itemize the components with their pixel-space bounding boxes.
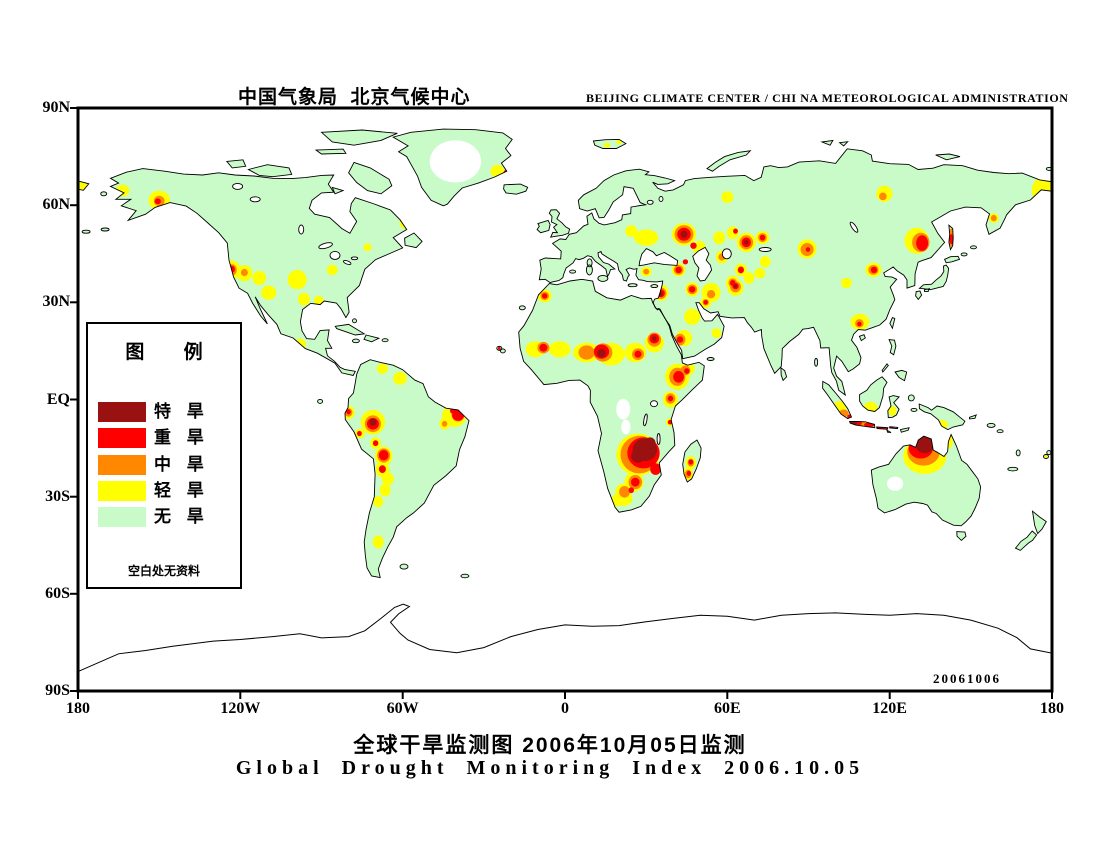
lon-label: 120W [220,700,261,717]
header-right-english: BEIJING CLIMATE CENTER / CHI NA METEOROL… [586,91,1069,105]
lakes [232,182,859,445]
header-left-chinese: 中国气象局 北京气候中心 [238,87,471,108]
lat-label: 30N [42,293,70,311]
figure-title-english: Global Drought Monitoring Index 2006.10.… [235,757,865,779]
legend-swatch [98,480,146,501]
lon-label: 60E [713,700,741,717]
map-date-stamp: 20061006 [933,671,1001,686]
lon-label: 120E [872,700,907,717]
coastlines [77,128,1053,579]
legend-swatch [98,428,146,449]
legend-box: 图 例 特 旱重 旱中 旱轻 旱无 旱 空白处无资料 [86,322,242,589]
legend-label: 轻 旱 [154,480,204,500]
lon-label: 60W [386,700,419,717]
legend-item: 特 旱 [88,402,240,423]
map-frame [76,106,1054,693]
lat-label: 90N [42,99,70,116]
antarctica [77,603,1053,692]
legend-item: 中 旱 [88,454,240,476]
lon-label: 180 [66,700,90,717]
legend-title: 图 例 [125,342,203,363]
map-area [70,106,1054,699]
legend-no-data-note: 空白处无资料 [127,564,200,578]
legend-label: 中 旱 [154,454,204,474]
legend-item: 重 旱 [88,428,240,449]
legend-item: 轻 旱 [88,480,240,502]
legend-label: 重 旱 [154,428,204,448]
legend-label: 特 旱 [154,402,204,421]
world-map [70,106,1054,699]
lat-label: 60S [45,584,70,602]
lon-label: 0 [560,700,569,717]
lat-label: 60N [42,196,70,214]
lat-label: 30S [45,487,70,505]
figure-title-chinese: 全球干旱监测图 2006年10月05日监测 [353,734,747,757]
legend-swatch [98,454,146,475]
legend-swatch [98,402,146,422]
lat-label: 90S [45,682,70,700]
lon-label: 180 [1039,700,1064,717]
legend-item: 无 旱 [88,507,240,528]
lat-label: EQ [46,390,70,408]
legend-label: 无 旱 [154,507,204,527]
legend-swatch [98,507,146,528]
